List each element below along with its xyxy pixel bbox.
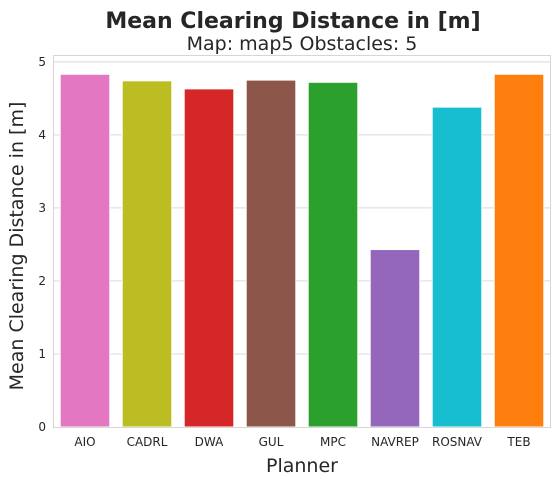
bar-aio xyxy=(59,73,111,428)
y-tick-label: 1 xyxy=(38,347,46,361)
x-axis-label: Planner xyxy=(266,455,338,477)
x-tick-label-dwa: DWA xyxy=(195,435,224,449)
bar-dwa xyxy=(183,88,235,428)
x-tick-label-navrep: NAVREP xyxy=(371,435,419,449)
y-tick-label: 0 xyxy=(38,420,46,434)
y-tick-label: 3 xyxy=(38,201,46,215)
y-tick-label: 2 xyxy=(38,274,46,288)
bar-rosnav xyxy=(431,106,483,428)
bar-gul xyxy=(245,79,297,428)
y-tick-label: 4 xyxy=(38,128,46,142)
bar-cadrl xyxy=(121,80,173,428)
x-tick-label-teb: TEB xyxy=(506,435,530,449)
y-tick-label: 5 xyxy=(38,55,46,69)
y-tick-labels: 0 1 2 3 4 5 xyxy=(38,55,46,434)
plot-frame xyxy=(53,55,551,428)
x-tick-label-gul: GUL xyxy=(259,435,284,449)
x-tick-label-mpc: MPC xyxy=(320,435,346,449)
y-axis-label: Mean Clearing Distance in [m] xyxy=(6,102,28,391)
bar-teb xyxy=(493,73,545,428)
bar-navrep xyxy=(369,249,421,428)
x-tick-label-aio: AIO xyxy=(74,435,95,449)
chart-title: Mean Clearing Distance in [m] xyxy=(105,9,480,34)
x-tick-label-rosnav: ROSNAV xyxy=(432,435,483,449)
bar-mpc xyxy=(307,81,359,428)
bars xyxy=(59,73,545,428)
x-tick-label-cadrl: CADRL xyxy=(127,435,168,449)
chart-subtitle: Map: map5 Obstacles: 5 xyxy=(187,33,418,55)
x-tick-labels: AIO CADRL DWA GUL MPC NAVREP ROSNAV TEB xyxy=(74,435,530,449)
